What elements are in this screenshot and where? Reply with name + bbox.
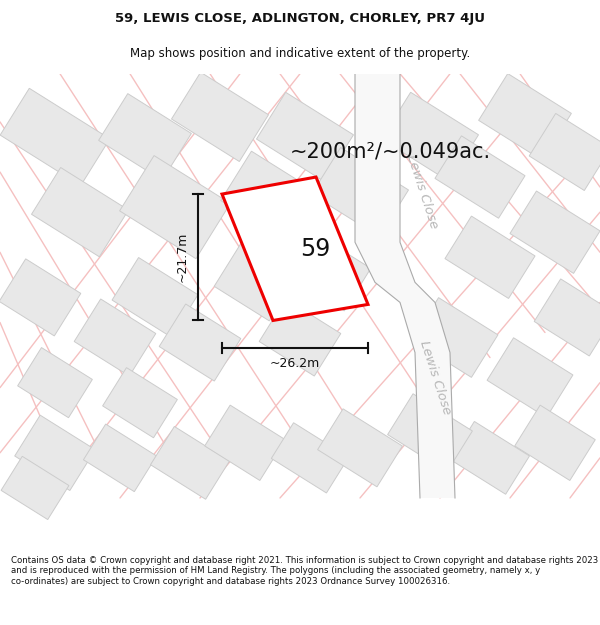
Polygon shape xyxy=(0,88,110,186)
Polygon shape xyxy=(388,394,472,472)
Polygon shape xyxy=(259,299,341,376)
Polygon shape xyxy=(487,338,573,418)
Text: Contains OS data © Crown copyright and database right 2021. This information is : Contains OS data © Crown copyright and d… xyxy=(11,556,598,586)
Polygon shape xyxy=(151,426,229,499)
Polygon shape xyxy=(222,177,368,321)
Text: Map shows position and indicative extent of the property.: Map shows position and indicative extent… xyxy=(130,47,470,59)
Polygon shape xyxy=(83,424,157,492)
Polygon shape xyxy=(451,421,529,494)
Polygon shape xyxy=(221,151,319,243)
Polygon shape xyxy=(103,368,178,438)
Text: 59: 59 xyxy=(299,237,330,261)
Polygon shape xyxy=(412,298,498,378)
Polygon shape xyxy=(445,216,535,299)
Polygon shape xyxy=(510,191,600,273)
Text: ~21.7m: ~21.7m xyxy=(176,232,188,282)
Polygon shape xyxy=(479,74,571,160)
Text: Lewis Close: Lewis Close xyxy=(417,339,453,416)
Polygon shape xyxy=(515,405,595,481)
Polygon shape xyxy=(257,92,353,182)
Polygon shape xyxy=(17,348,92,418)
Polygon shape xyxy=(15,415,95,491)
Text: ~200m²/~0.049ac.: ~200m²/~0.049ac. xyxy=(290,142,491,162)
Polygon shape xyxy=(317,409,403,487)
Polygon shape xyxy=(159,304,241,381)
Polygon shape xyxy=(74,299,156,376)
Text: 59, LEWIS CLOSE, ADLINGTON, CHORLEY, PR7 4JU: 59, LEWIS CLOSE, ADLINGTON, CHORLEY, PR7… xyxy=(115,12,485,25)
Polygon shape xyxy=(435,136,525,218)
Polygon shape xyxy=(311,148,409,237)
Polygon shape xyxy=(0,259,81,336)
Polygon shape xyxy=(172,72,268,161)
Text: ~26.2m: ~26.2m xyxy=(270,357,320,370)
Polygon shape xyxy=(529,114,600,191)
Polygon shape xyxy=(98,94,191,180)
Text: Lewis Close: Lewis Close xyxy=(404,153,440,231)
Polygon shape xyxy=(534,279,600,356)
Polygon shape xyxy=(289,234,371,311)
Polygon shape xyxy=(214,244,296,321)
Polygon shape xyxy=(355,74,455,498)
Polygon shape xyxy=(112,258,198,338)
Polygon shape xyxy=(1,456,69,519)
Polygon shape xyxy=(271,422,349,493)
Polygon shape xyxy=(119,156,230,259)
Polygon shape xyxy=(205,405,285,481)
Polygon shape xyxy=(382,92,478,182)
Polygon shape xyxy=(32,168,128,257)
